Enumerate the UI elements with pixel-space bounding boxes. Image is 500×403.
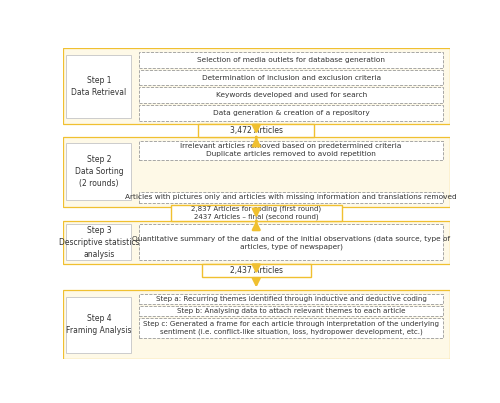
FancyBboxPatch shape [139, 293, 443, 304]
FancyBboxPatch shape [139, 318, 443, 338]
Text: Step 2
Data Sorting
(2 rounds): Step 2 Data Sorting (2 rounds) [74, 156, 123, 188]
Text: Quantitative summary of the data and of the initial observations (data source, t: Quantitative summary of the data and of … [132, 235, 450, 249]
Text: 2,837 Articles for coding (first round)
2437 Articles – final (second round): 2,837 Articles for coding (first round) … [191, 206, 322, 220]
FancyBboxPatch shape [66, 297, 132, 353]
Text: Step 1
Data Retrieval: Step 1 Data Retrieval [72, 76, 126, 97]
Text: Determination of inclusion and exclusion criteria: Determination of inclusion and exclusion… [202, 75, 380, 81]
FancyBboxPatch shape [66, 143, 132, 200]
FancyBboxPatch shape [62, 220, 450, 264]
Text: 3,472 Articles: 3,472 Articles [230, 126, 283, 135]
Text: Irrelevant articles removed based on predetermined criteria
Duplicate articles r: Irrelevant articles removed based on pre… [180, 143, 402, 157]
FancyBboxPatch shape [139, 192, 443, 203]
FancyBboxPatch shape [139, 305, 443, 316]
Text: Step c: Generated a frame for each article through interpretation of the underly: Step c: Generated a frame for each artic… [143, 321, 439, 335]
Text: Step 4
Framing Analysis: Step 4 Framing Analysis [66, 314, 132, 335]
FancyBboxPatch shape [66, 55, 132, 118]
FancyBboxPatch shape [139, 141, 443, 160]
FancyBboxPatch shape [66, 224, 132, 260]
FancyBboxPatch shape [139, 224, 443, 260]
Text: Step 3
Descriptive statistics
analysis: Step 3 Descriptive statistics analysis [58, 226, 139, 259]
FancyBboxPatch shape [202, 264, 310, 277]
Text: Step b: Analysing data to attach relevant themes to each article: Step b: Analysing data to attach relevan… [177, 308, 406, 314]
FancyBboxPatch shape [198, 124, 314, 137]
Text: Keywords developed and used for search: Keywords developed and used for search [216, 92, 367, 98]
FancyBboxPatch shape [139, 70, 443, 85]
FancyBboxPatch shape [139, 87, 443, 103]
Text: Data generation & creation of a repository: Data generation & creation of a reposito… [213, 110, 370, 116]
FancyBboxPatch shape [62, 291, 450, 359]
Text: Selection of media outlets for database generation: Selection of media outlets for database … [197, 57, 385, 63]
FancyBboxPatch shape [62, 137, 450, 207]
Text: Step a: Recurring themes identified through inductive and deductive coding: Step a: Recurring themes identified thro… [156, 296, 426, 301]
FancyBboxPatch shape [139, 52, 443, 68]
FancyBboxPatch shape [62, 48, 450, 125]
Text: Articles with pictures only and articles with missing information and translatio: Articles with pictures only and articles… [126, 194, 457, 200]
FancyBboxPatch shape [139, 105, 443, 120]
Text: 2,437 Articles: 2,437 Articles [230, 266, 283, 275]
FancyBboxPatch shape [171, 205, 342, 221]
